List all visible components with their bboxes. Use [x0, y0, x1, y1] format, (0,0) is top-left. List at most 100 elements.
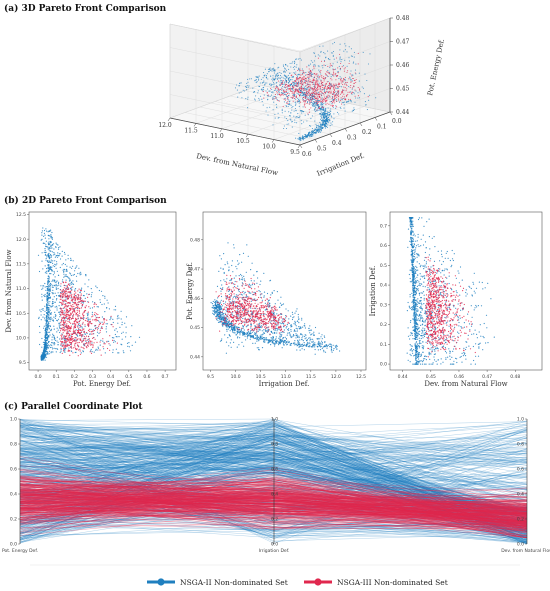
nsga2-point-3d [295, 83, 297, 85]
subplot-2-nsga2-point [231, 327, 233, 329]
subplot-1-nsga2-point [131, 344, 133, 346]
subplot-1-nsga3-point [72, 329, 75, 331]
nsga3-point-3d [294, 73, 297, 76]
nsga3-point-3d [336, 86, 338, 88]
nsga2-point-3d [236, 84, 238, 86]
subplot-1-nsga2-point [44, 330, 46, 332]
nsga3-point-3d [326, 102, 328, 104]
subplot-1-nsga3-point [74, 290, 76, 293]
nsga2-point-3d [348, 57, 350, 59]
nsga2-point-3d [257, 92, 259, 94]
subplot-1-nsga2-point [80, 352, 82, 354]
subplot-2-nsga2-point [278, 344, 280, 346]
nsga2-point-3d [317, 108, 319, 110]
nsga2-point-3d [320, 125, 322, 127]
subplot-1-nsga3-point [72, 296, 74, 298]
subplot-1-nsga3-point [67, 291, 69, 293]
subplot-2-nsga2-point [264, 313, 266, 315]
nsga2-point-3d [330, 83, 332, 85]
subplot-1-nsga3-point [60, 298, 62, 300]
nsga3-point-3d [317, 80, 319, 82]
subplot-1-nsga3-point [84, 306, 86, 308]
nsga2-point-3d [276, 85, 278, 87]
nsga2-point-3d [339, 101, 341, 103]
nsga2-point-3d [323, 120, 325, 122]
nsga2-point-3d [282, 65, 285, 67]
nsga2-point-3d [267, 98, 269, 100]
subplot-1-xtick-label: 0.1 [53, 374, 60, 380]
subplot-1-nsga2-point [101, 321, 103, 323]
nsga2-point-3d [284, 97, 286, 99]
nsga2-point-3d [315, 106, 317, 109]
subplot-1-nsga3-point [85, 337, 87, 339]
nsga2-point-3d [315, 123, 317, 125]
subplot-2-nsga2-point [219, 301, 222, 303]
subplot-1-nsga3-point [79, 350, 81, 352]
nsga2-point-3d [323, 110, 325, 112]
nsga2-point-3d [234, 87, 237, 89]
subplot-1-nsga3-point [77, 296, 79, 298]
subplot-1-nsga2-point [115, 309, 117, 311]
subplot-1-nsga2-point [58, 253, 61, 255]
nsga3-point-3d [330, 92, 332, 94]
subplot-1-nsga3-point [79, 334, 81, 336]
subplot-1-nsga3-point [87, 345, 89, 347]
nsga3-point-3d [332, 87, 334, 89]
subplot-1-nsga2-point [56, 340, 58, 342]
nsga3-point-3d [320, 84, 322, 86]
subplot-1-nsga2-point [106, 323, 109, 325]
nsga2-point-3d [327, 69, 329, 71]
subplot-1-nsga2-point [50, 235, 52, 237]
subplot-1-nsga3-point [77, 324, 80, 326]
nsga2-point-3d [310, 72, 312, 74]
nsga2-point-3d [353, 61, 355, 63]
nsga2-point-3d [316, 105, 318, 107]
nsga3-point-3d [307, 90, 310, 92]
subplot-1-nsga2-point [59, 316, 61, 318]
nsga3-point-3d [314, 90, 316, 92]
subplot-1-nsga3-point [70, 305, 72, 307]
subplot-1-nsga2-point [48, 278, 50, 280]
nsga3-point-3d [334, 74, 336, 76]
nsga2-point-3d [272, 84, 274, 86]
subplot-1-nsga3-point [83, 335, 85, 338]
subplot-1-nsga2-point [125, 336, 127, 338]
subplot-1-nsga3-point [103, 343, 105, 345]
subplot-2-nsga2-point [269, 321, 271, 323]
nsga3-point-3d [313, 73, 315, 75]
subplot-1-nsga2-point [48, 308, 50, 310]
subplot-1-nsga3-point [84, 324, 86, 326]
nsga2-point-3d [282, 77, 284, 79]
subplot-1-nsga2-point [87, 313, 89, 315]
nsga2-point-3d [279, 77, 282, 79]
subplot-1-nsga3-point [64, 330, 66, 332]
subplot-1-nsga2-point [113, 341, 115, 343]
nsga2-point-3d [277, 94, 279, 96]
nsga2-point-3d [273, 101, 275, 103]
nsga2-point-3d [339, 69, 341, 71]
subplot-2-nsga2-point [304, 323, 306, 325]
subplot-1-nsga2-point [47, 352, 49, 354]
nsga2-point-3d [264, 84, 266, 86]
subplot-2-nsga2-point [260, 280, 262, 282]
subplot-1-nsga3-point [75, 339, 77, 342]
nsga3-point-3d [308, 103, 310, 105]
subplot-1-nsga3-point [70, 296, 73, 298]
nsga2-point-3d [278, 91, 280, 93]
nsga3-point-3d [314, 96, 316, 98]
subplot-2-ytick-label: 0.45 [190, 325, 200, 331]
nsga2-point-3d [329, 59, 331, 61]
subplot-1-nsga3-point [65, 335, 67, 337]
nsga3-point-3d [308, 91, 310, 93]
nsga3-point-3d [330, 78, 332, 80]
subplot-1-nsga2-point [47, 311, 49, 313]
nsga2-point-3d [323, 117, 326, 120]
nsga2-point-3d [320, 127, 323, 129]
nsga3-point-3d [282, 80, 284, 82]
nsga3-point-3d [299, 81, 302, 83]
subplot-1-nsga3-point [61, 318, 63, 320]
subplot-1-nsga2-point [60, 349, 62, 351]
nsga2-point-3d [284, 68, 286, 70]
subplot-2-nsga2-point [301, 348, 303, 350]
nsga3-point-3d [345, 95, 348, 97]
